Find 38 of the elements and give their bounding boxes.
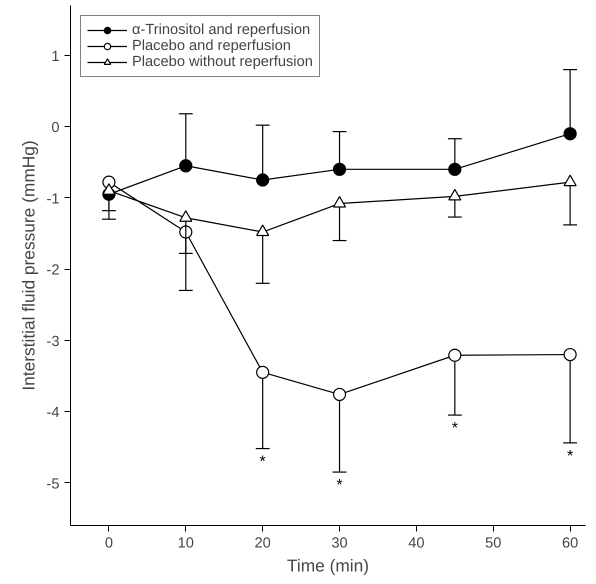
- x-tick-label: 40: [408, 536, 425, 552]
- annotation: *: [336, 477, 343, 494]
- legend-label: α-Trinositol and reperfusion: [132, 22, 310, 38]
- x-tick-label: 30: [331, 536, 348, 552]
- point: [256, 173, 270, 187]
- x-tick-label: 10: [178, 536, 194, 552]
- point: [564, 174, 577, 186]
- legend-label: Placebo and reperfusion: [132, 38, 291, 54]
- point: [102, 183, 116, 195]
- x-tick-label: 50: [485, 536, 502, 552]
- annotation: *: [260, 454, 266, 471]
- point: [256, 224, 270, 236]
- y-tick-label: -4: [46, 405, 60, 422]
- point: [179, 210, 192, 222]
- legend-label: Placebo without reperfusion: [132, 54, 313, 70]
- y-tick-label: 0: [51, 120, 60, 136]
- point: [448, 348, 462, 362]
- x-tick-label: 60: [562, 536, 578, 552]
- y-tick-label: -2: [46, 262, 60, 279]
- annotation: *: [452, 420, 458, 438]
- point: [256, 366, 270, 379]
- point: [448, 188, 462, 200]
- point: [564, 127, 577, 140]
- point: [332, 388, 346, 402]
- y-axis-title: Interstitial fluid pressure (mmHg): [18, 140, 38, 391]
- x-axis-title: Time (min): [286, 556, 370, 576]
- x-tick-label: 0: [104, 536, 114, 552]
- annotation: *: [567, 448, 574, 465]
- x-tick-label: 20: [254, 536, 271, 552]
- point: [448, 162, 462, 176]
- y-tick-label: -1: [46, 191, 60, 208]
- y-tick-label: 1: [51, 48, 60, 65]
- y-tick-label: -5: [46, 476, 60, 492]
- point: [179, 159, 192, 172]
- y-tick-label: -3: [46, 334, 60, 350]
- point: [332, 196, 346, 208]
- point: [564, 348, 577, 362]
- point: [332, 162, 346, 176]
